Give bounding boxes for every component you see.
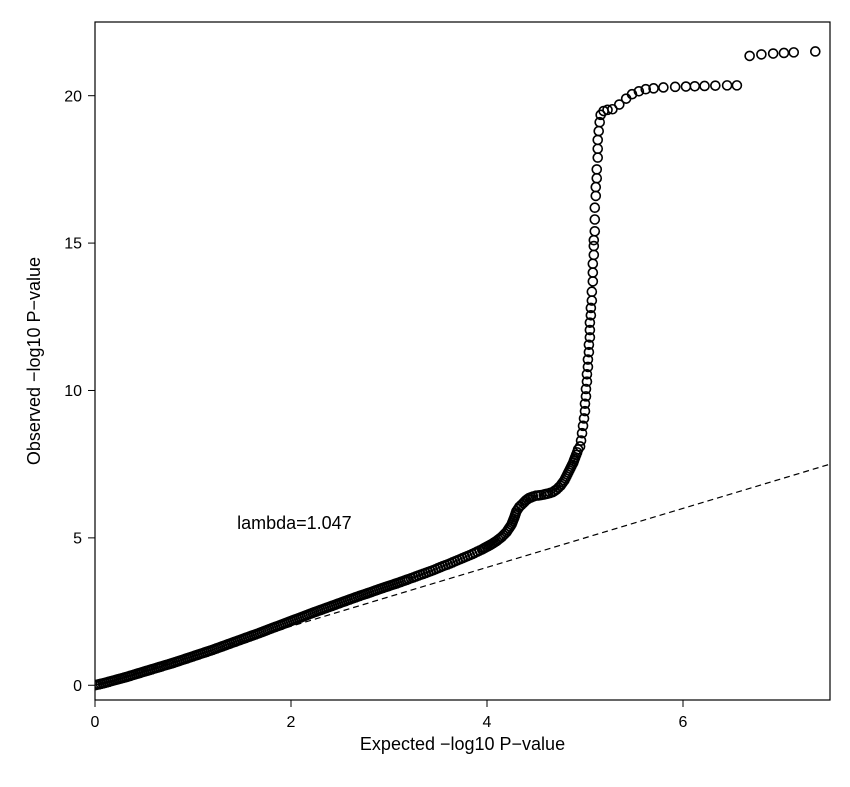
y-tick-label: 0 — [73, 678, 82, 695]
lambda-annotation: lambda=1.047 — [237, 513, 352, 533]
x-tick-label: 4 — [483, 714, 492, 731]
x-tick-label: 6 — [679, 714, 688, 731]
y-tick-label: 5 — [73, 530, 82, 547]
x-tick-label: 0 — [91, 714, 100, 731]
y-axis-label: Observed −log10 P−value — [24, 257, 44, 465]
x-axis-label: Expected −log10 P−value — [360, 734, 565, 754]
x-tick-label: 2 — [287, 714, 296, 731]
y-tick-label: 15 — [64, 236, 82, 253]
y-tick-label: 20 — [64, 88, 82, 105]
y-tick-label: 10 — [64, 383, 82, 400]
qq-plot: 0 2 4 6 0 5 10 15 20 Expected −log10 P−value Obser… — [0, 0, 850, 787]
